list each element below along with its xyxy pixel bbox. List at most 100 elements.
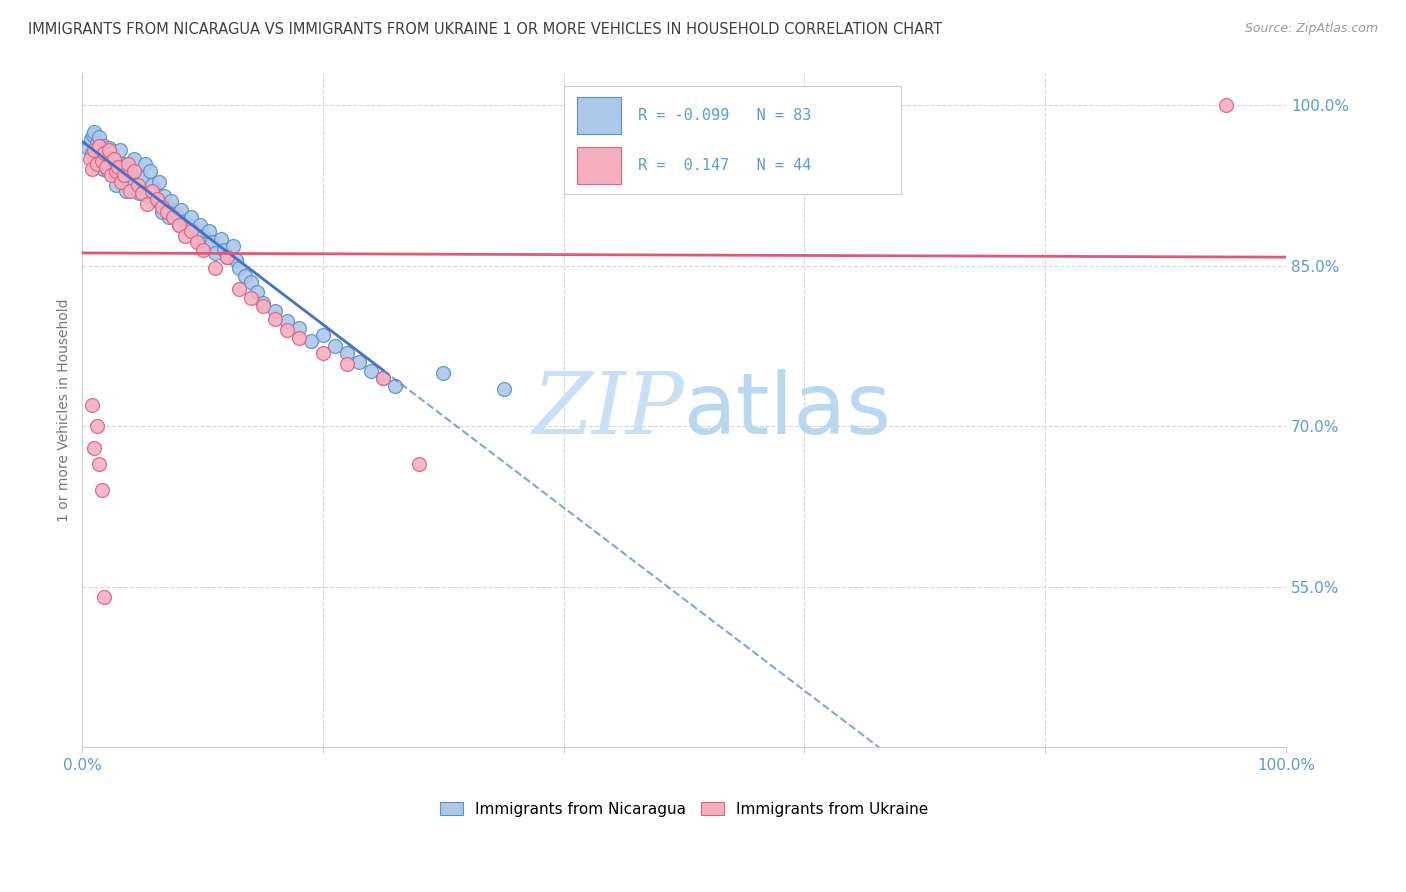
Text: Source: ZipAtlas.com: Source: ZipAtlas.com [1244, 22, 1378, 36]
Point [1215, 98, 1237, 112]
Point [79, 152, 101, 166]
Point [162, 211, 184, 225]
Point [89, 153, 111, 168]
Point [120, 162, 142, 177]
Point [167, 218, 190, 232]
Point [228, 260, 250, 275]
Point [98, 160, 121, 174]
Point [276, 314, 298, 328]
Point [195, 237, 218, 252]
Text: ZIP: ZIP [533, 368, 685, 451]
Point [117, 157, 139, 171]
Point [150, 205, 173, 219]
Point [153, 189, 176, 203]
Point [167, 218, 190, 232]
Point [408, 457, 430, 471]
Point [134, 157, 156, 171]
Point [186, 232, 208, 246]
Point [122, 164, 145, 178]
Point [215, 250, 238, 264]
Point [83, 441, 105, 455]
Point [114, 184, 136, 198]
Legend: Immigrants from Nicaragua, Immigrants from Ukraine: Immigrants from Nicaragua, Immigrants fr… [433, 796, 935, 822]
Point [112, 168, 135, 182]
Point [90, 146, 112, 161]
Point [86, 157, 108, 171]
Point [93, 138, 115, 153]
Point [141, 184, 163, 198]
Point [107, 160, 129, 174]
Point [222, 239, 245, 253]
Point [120, 184, 142, 198]
Point [239, 291, 262, 305]
Point [121, 175, 143, 189]
Point [157, 211, 180, 225]
Point [100, 168, 122, 182]
Point [246, 285, 269, 300]
Point [96, 160, 118, 174]
Point [122, 152, 145, 166]
Point [312, 346, 335, 360]
Point [323, 339, 346, 353]
Point [204, 245, 226, 260]
Point [112, 157, 135, 171]
Point [384, 378, 406, 392]
Point [80, 398, 103, 412]
Point [492, 382, 515, 396]
Point [191, 243, 214, 257]
Text: atlas: atlas [685, 368, 893, 451]
Point [93, 591, 115, 605]
Point [288, 320, 311, 334]
Point [299, 334, 322, 348]
Point [127, 178, 149, 193]
Point [373, 371, 395, 385]
Point [107, 160, 129, 174]
Point [93, 146, 115, 161]
Point [155, 200, 177, 214]
Point [201, 235, 224, 249]
Point [90, 153, 112, 168]
Point [336, 357, 359, 371]
Point [173, 228, 195, 243]
Point [146, 194, 169, 209]
Point [90, 483, 112, 498]
Point [180, 211, 202, 225]
Point [264, 303, 287, 318]
Point [347, 355, 370, 369]
Text: IMMIGRANTS FROM NICARAGUA VS IMMIGRANTS FROM UKRAINE 1 OR MORE VEHICLES IN HOUSE: IMMIGRANTS FROM NICARAGUA VS IMMIGRANTS … [28, 22, 942, 37]
Point [150, 200, 173, 214]
Point [191, 228, 214, 243]
Point [360, 363, 382, 377]
Point [252, 299, 274, 313]
Point [77, 141, 100, 155]
Point [197, 224, 219, 238]
Point [228, 282, 250, 296]
Point [80, 132, 103, 146]
Point [80, 162, 103, 177]
Point [160, 194, 183, 209]
Point [131, 170, 153, 185]
Point [204, 260, 226, 275]
Point [136, 189, 159, 203]
Point [86, 136, 108, 150]
Y-axis label: 1 or more Vehicles in Household: 1 or more Vehicles in Household [58, 299, 72, 522]
Point [183, 224, 205, 238]
Point [177, 221, 200, 235]
Point [276, 323, 298, 337]
Point [233, 269, 256, 284]
Point [103, 168, 125, 182]
Point [155, 205, 177, 219]
Point [215, 250, 238, 264]
Point [173, 213, 195, 227]
Point [136, 196, 159, 211]
Point [170, 202, 193, 217]
Point [264, 312, 287, 326]
Point [89, 138, 111, 153]
Point [96, 149, 118, 163]
Point [288, 331, 311, 345]
Point [252, 296, 274, 310]
Point [104, 153, 127, 168]
Point [373, 371, 395, 385]
Point [125, 181, 148, 195]
Point [131, 186, 153, 200]
